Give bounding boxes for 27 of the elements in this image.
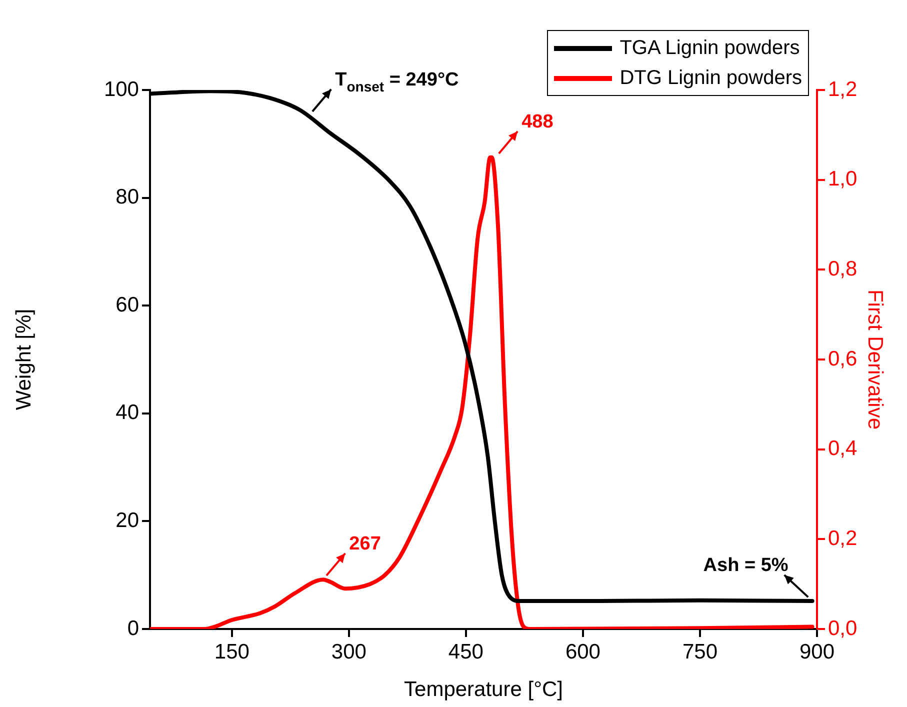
x-tick-label: 300 xyxy=(331,640,366,664)
y2-tick-label: 0,4 xyxy=(828,437,858,460)
y-tick-label: 80 xyxy=(116,186,139,209)
y2-tick-label: 0,2 xyxy=(828,526,858,550)
x-tick-label: 600 xyxy=(565,640,600,664)
y-axis-title: Weight [%] xyxy=(12,308,36,410)
x-tick-label: 750 xyxy=(682,640,718,664)
annotation: Ash = 5% xyxy=(703,554,788,576)
y-tick-label: 100 xyxy=(104,78,139,101)
x-tick-label: 900 xyxy=(799,640,835,664)
y-tick-label: 60 xyxy=(116,293,139,316)
x-tick-label: 450 xyxy=(448,640,484,664)
legend-label: DTG Lignin powders xyxy=(620,66,802,90)
annotation: 488 xyxy=(522,111,554,132)
legend-label: TGA Lignin powders xyxy=(620,36,800,60)
x-tick-label: 150 xyxy=(214,640,250,664)
y2-tick-label: 0,0 xyxy=(828,616,858,640)
y2-tick-label: 1,2 xyxy=(828,78,858,101)
y2-tick-label: 0,6 xyxy=(828,347,858,370)
y-tick-label: 40 xyxy=(116,401,139,424)
x-axis-title: Temperature [°C] xyxy=(404,678,563,702)
y2-axis-title: First Derivative xyxy=(864,289,887,430)
y-tick-label: 0 xyxy=(127,616,139,640)
y2-tick-label: 1,0 xyxy=(828,168,858,191)
y-tick-label: 20 xyxy=(116,508,139,532)
y2-tick-label: 0,8 xyxy=(828,257,858,280)
annotation: 267 xyxy=(349,533,381,554)
